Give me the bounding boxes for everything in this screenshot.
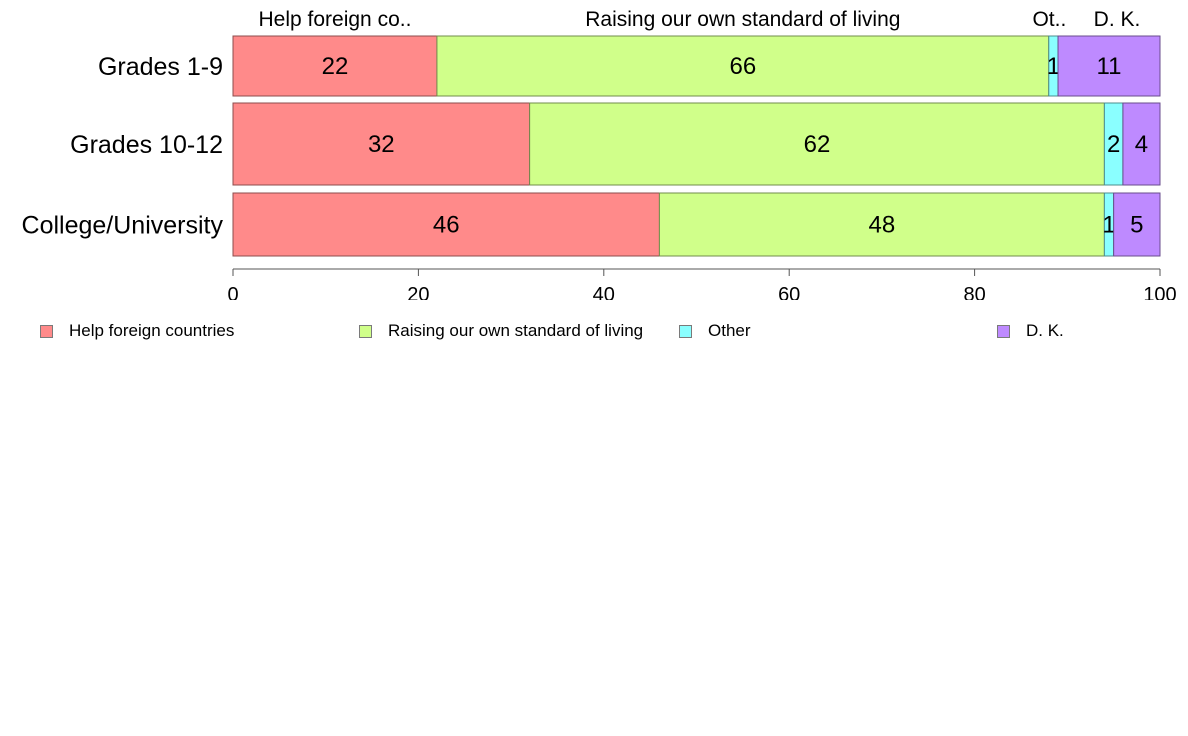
bar-segment [232, 102, 531, 186]
legend-swatch [997, 324, 1010, 338]
bar-segment [232, 192, 660, 257]
legend-label: Raising our own standard of living [388, 321, 644, 340]
data-label: 48 [869, 212, 896, 239]
data-label: 1 [1047, 53, 1060, 80]
legend-label: D. K. [1026, 321, 1064, 340]
bar-segment [232, 35, 438, 97]
legend-item: D. K. [997, 316, 1064, 346]
legend-swatch [359, 324, 372, 338]
x-tick-label: 40 [593, 284, 615, 300]
series-top-label: D. K. [1094, 8, 1141, 31]
category-label: Grades 1-9 [98, 53, 223, 81]
legend: Help foreign countries Raising our own st… [0, 316, 1188, 346]
series-top-label: Help foreign co.. [259, 8, 412, 31]
data-label: 46 [433, 212, 460, 239]
data-label: 22 [322, 53, 349, 80]
bar-segment [436, 35, 1050, 97]
legend-swatch [679, 324, 692, 338]
category-label: Grades 10-12 [70, 131, 223, 159]
x-tick-label: 20 [407, 284, 429, 300]
x-tick-label: 60 [778, 284, 800, 300]
legend-label: Other [708, 321, 751, 340]
data-label: 11 [1097, 53, 1122, 80]
bar-segment [529, 102, 1105, 186]
data-label: 4 [1135, 131, 1148, 158]
category-label: College/University [22, 212, 224, 240]
series-top-label: Raising our own standard of living [585, 8, 900, 31]
data-label: 66 [729, 53, 756, 80]
bar-segment [1122, 102, 1161, 186]
legend-swatch [40, 324, 53, 338]
legend-item: Help foreign countries [40, 316, 234, 346]
data-label: 32 [368, 131, 395, 158]
data-label: 5 [1130, 212, 1143, 239]
x-tick-label: 100 [1143, 284, 1176, 300]
legend-item: Other [679, 316, 751, 346]
x-tick-label: 80 [963, 284, 985, 300]
x-tick-label: 0 [227, 284, 238, 300]
bar-segment [1113, 192, 1161, 257]
data-label: 62 [804, 131, 831, 158]
data-label: 2 [1107, 131, 1120, 158]
data-label: 1 [1102, 212, 1115, 239]
legend-item: Raising our own standard of living [359, 316, 643, 346]
legend-label: Help foreign countries [69, 321, 235, 340]
bar-segment [1057, 35, 1161, 97]
bar-segment [658, 192, 1105, 257]
series-top-label: Ot.. [1032, 8, 1066, 31]
